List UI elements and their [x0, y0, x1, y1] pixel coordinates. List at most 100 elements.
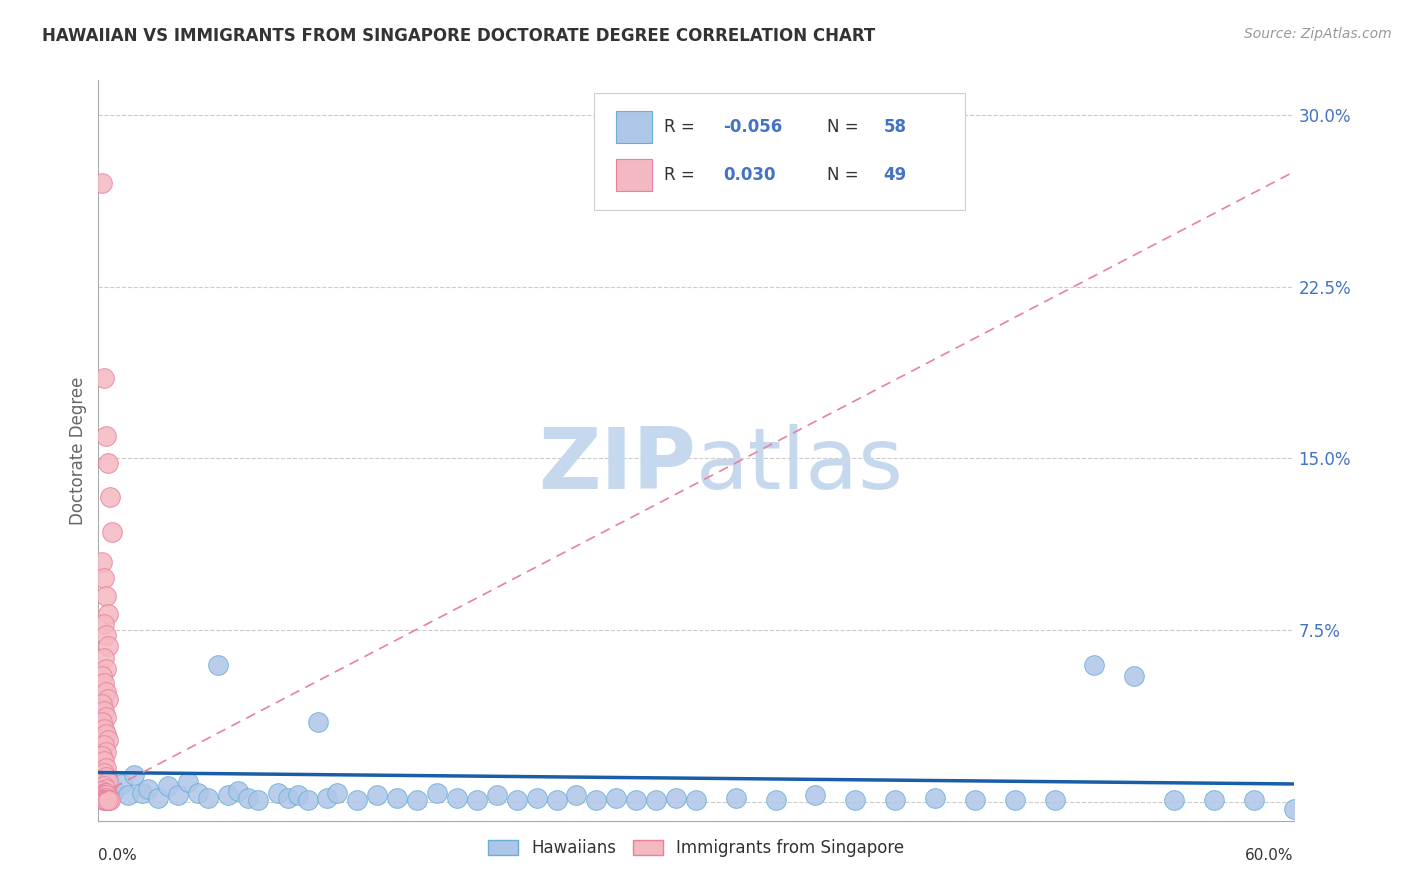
- Point: [93, 676, 115, 690]
- Bar: [616, 111, 652, 144]
- Text: 0.030: 0.030: [724, 166, 776, 184]
- Text: N =: N =: [827, 118, 865, 136]
- Point: [226, 784, 249, 798]
- Point: [97, 772, 120, 787]
- Point: [1282, 802, 1305, 816]
- Point: [98, 793, 122, 807]
- Text: 49: 49: [883, 166, 907, 184]
- Point: [217, 789, 239, 803]
- Y-axis label: Doctorate Degree: Doctorate Degree: [69, 376, 87, 524]
- Point: [93, 651, 115, 665]
- Point: [93, 616, 115, 631]
- Point: [96, 786, 118, 800]
- Point: [91, 749, 114, 764]
- Point: [346, 793, 368, 807]
- Point: [207, 657, 229, 672]
- Point: [97, 640, 120, 654]
- Point: [96, 770, 118, 784]
- Point: [526, 790, 548, 805]
- Point: [605, 790, 627, 805]
- Point: [96, 761, 118, 775]
- Point: [131, 786, 153, 800]
- Point: [96, 685, 118, 699]
- Bar: [616, 159, 652, 191]
- Point: [97, 607, 120, 622]
- Point: [93, 722, 115, 736]
- Text: Source: ZipAtlas.com: Source: ZipAtlas.com: [1244, 27, 1392, 41]
- Point: [1163, 793, 1185, 807]
- Point: [685, 793, 707, 807]
- Point: [963, 793, 986, 807]
- Point: [1004, 793, 1026, 807]
- Point: [506, 793, 529, 807]
- Point: [93, 786, 115, 800]
- Point: [546, 793, 568, 807]
- Point: [96, 790, 118, 805]
- Point: [103, 784, 125, 798]
- Point: [167, 789, 190, 803]
- Point: [267, 786, 290, 800]
- Point: [366, 789, 388, 803]
- Point: [177, 774, 200, 789]
- Point: [96, 789, 118, 803]
- Point: [297, 793, 319, 807]
- Point: [1083, 657, 1105, 672]
- Point: [97, 793, 120, 807]
- Point: [924, 790, 946, 805]
- Point: [96, 781, 118, 796]
- Point: [277, 790, 299, 805]
- Point: [287, 789, 309, 803]
- Point: [1243, 793, 1265, 807]
- Point: [93, 371, 115, 385]
- Text: 0.0%: 0.0%: [98, 848, 138, 863]
- Point: [96, 662, 118, 676]
- Point: [157, 779, 180, 793]
- Point: [93, 793, 115, 807]
- Point: [93, 738, 115, 752]
- FancyBboxPatch shape: [595, 93, 965, 210]
- Point: [93, 704, 115, 718]
- Point: [765, 793, 787, 807]
- Point: [117, 789, 139, 803]
- Point: [93, 793, 115, 807]
- Text: R =: R =: [664, 166, 700, 184]
- Text: ZIP: ZIP: [538, 424, 696, 507]
- Point: [406, 793, 429, 807]
- Point: [96, 628, 118, 642]
- Point: [326, 786, 349, 800]
- Point: [93, 754, 115, 768]
- Point: [236, 790, 259, 805]
- Point: [93, 779, 115, 793]
- Point: [1123, 669, 1146, 683]
- Point: [97, 733, 120, 747]
- Point: [96, 793, 118, 807]
- Point: [91, 784, 114, 798]
- Point: [93, 765, 115, 780]
- Text: atlas: atlas: [696, 424, 904, 507]
- Point: [645, 793, 668, 807]
- Point: [96, 726, 118, 740]
- Point: [97, 774, 120, 789]
- Point: [91, 669, 114, 683]
- Point: [91, 177, 114, 191]
- Point: [101, 524, 124, 539]
- Text: 60.0%: 60.0%: [1246, 848, 1294, 863]
- Point: [665, 790, 688, 805]
- Point: [91, 555, 114, 569]
- Point: [246, 793, 269, 807]
- Text: -0.056: -0.056: [724, 118, 783, 136]
- Legend: Hawaiians, Immigrants from Singapore: Hawaiians, Immigrants from Singapore: [481, 833, 911, 864]
- Point: [485, 789, 508, 803]
- Point: [97, 692, 120, 706]
- Point: [93, 571, 115, 585]
- Point: [1043, 793, 1066, 807]
- Point: [844, 793, 866, 807]
- Point: [111, 777, 134, 791]
- Point: [148, 790, 170, 805]
- Point: [426, 786, 449, 800]
- Point: [124, 768, 146, 782]
- Text: N =: N =: [827, 166, 865, 184]
- Point: [1202, 793, 1225, 807]
- Point: [187, 786, 209, 800]
- Point: [585, 793, 607, 807]
